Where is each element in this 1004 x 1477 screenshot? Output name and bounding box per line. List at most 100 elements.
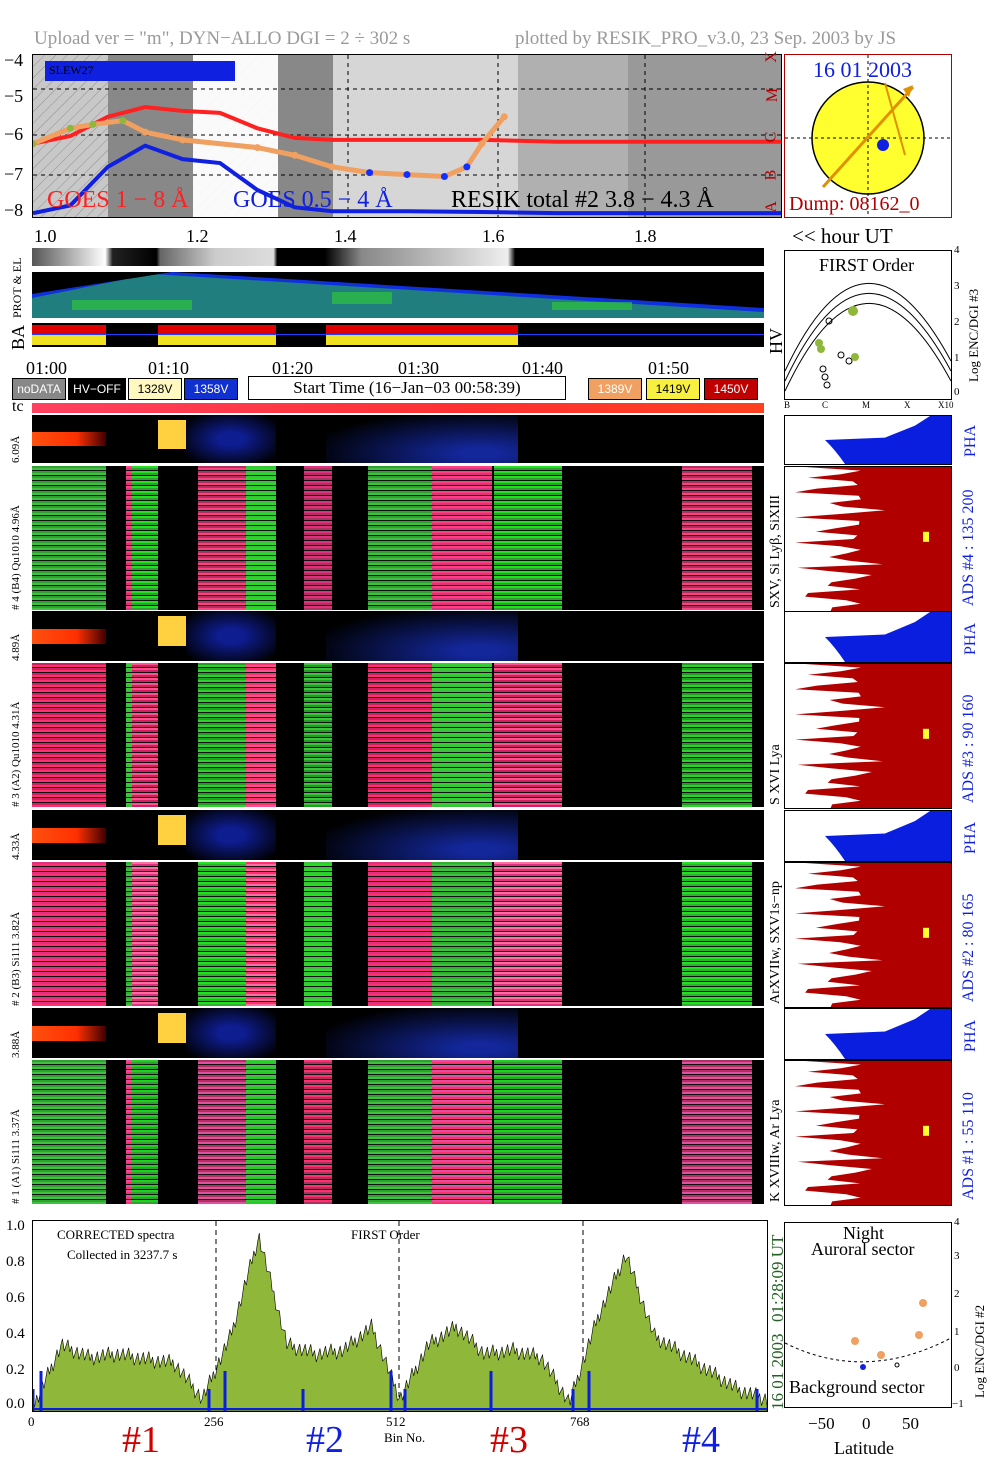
spectrum-order: FIRST Order xyxy=(351,1227,420,1242)
hour-tick: 1.4 xyxy=(334,226,357,246)
pha-wavelength-label: 3.88Å xyxy=(10,1030,22,1058)
pha-wavelength-label: 4.89Å xyxy=(10,633,22,661)
voltage-1450-button[interactable]: 1450V xyxy=(704,378,758,400)
ads-histogram xyxy=(784,862,952,1008)
sun-position-panel: 16 01 2003 Dump: 08162_0 xyxy=(784,54,952,218)
resik-point xyxy=(141,128,149,136)
hour-tick: 1.6 xyxy=(482,226,505,246)
hv-off-button[interactable]: HV−OFF xyxy=(68,378,126,400)
spectrum-note: CORRECTED spectra xyxy=(57,1227,175,1242)
fo-xtick: C xyxy=(822,400,829,410)
goes-ytick: −6 xyxy=(4,124,24,144)
spec-ytick: 0.2 xyxy=(6,1362,25,1378)
voltage-1389-button[interactable]: 1389V xyxy=(588,378,642,400)
time-tick: 01:20 xyxy=(272,358,314,378)
dump-label: Dump: 08162_0 xyxy=(789,193,920,215)
channel-mark-1: #1 xyxy=(122,1419,160,1461)
pha-wavelength-label: 6.09Å xyxy=(10,435,22,463)
spectrum-panel: CORRECTED spectra Collected in 3237.7 s … xyxy=(32,1220,768,1412)
spec-xtick: 0 xyxy=(28,1414,35,1429)
orbit-ytick: 4 xyxy=(954,1216,960,1228)
channel-label: # 2 (B3) Si111 3.82Å xyxy=(10,911,22,1006)
spec-ytick: 0.8 xyxy=(6,1254,25,1270)
resik-point xyxy=(366,169,374,177)
resik-point xyxy=(253,144,261,152)
resik-point xyxy=(89,120,97,128)
goes-series-line-2 xyxy=(33,143,781,216)
flare-class-label: X xyxy=(762,51,780,63)
orbit-xtick: −50 xyxy=(808,1414,835,1433)
time-tick: 01:50 xyxy=(648,358,690,378)
spec-ytick: 1.0 xyxy=(6,1218,25,1234)
legend-resik: RESIK total #2 3.8 − 4.3 Å xyxy=(451,187,714,213)
orbit-panel: Night Auroral sector Background sector xyxy=(784,1222,952,1408)
start-time-box: Start Time (16−Jan−03 00:58:39) xyxy=(248,376,566,400)
ion-lines-label: SXV, Si Lyβ, SiXIII xyxy=(768,494,783,608)
nodata-button[interactable]: noDATA xyxy=(12,378,66,400)
time-tick: 01:00 xyxy=(26,358,68,378)
resik-point xyxy=(478,140,486,148)
tc-strip xyxy=(32,403,764,413)
flare-class-label: M xyxy=(764,87,782,103)
pha-histogram xyxy=(784,611,952,663)
fo-ytick: 4 xyxy=(954,244,960,256)
hour-axis-label: << hour UT xyxy=(792,224,893,248)
spec-xtick: 256 xyxy=(204,1414,224,1429)
first-order-ylabel: Log ENC/DGI #3 xyxy=(966,288,981,382)
channel-mark-2: #2 xyxy=(306,1419,344,1461)
time-tick: 01:30 xyxy=(398,358,440,378)
ads-label: ADS #4 : 135 200 xyxy=(960,489,977,606)
voltage-1328-button[interactable]: 1328V xyxy=(128,378,182,400)
pha-side-label: PHA xyxy=(962,424,979,457)
orbit-ytick: 0 xyxy=(954,1362,960,1374)
spec-ytick: 0.0 xyxy=(6,1396,25,1412)
channel-label: # 4 (B4) Qu1010 4.96Å xyxy=(10,505,22,610)
fo-ytick: 2 xyxy=(954,316,960,328)
resik-point xyxy=(403,171,411,179)
fo-ytick: 3 xyxy=(954,280,960,292)
first-order-title: FIRST Order xyxy=(819,255,915,275)
spectrum-chart xyxy=(33,1221,767,1411)
flare-class-label: B xyxy=(762,169,780,181)
time-tick: 01:10 xyxy=(148,358,190,378)
goes-ytick: −5 xyxy=(4,86,24,106)
prot-el-label: PROT & EL xyxy=(10,257,24,318)
goes-lightcurve-panel: SLEW27 GOES 1 − 8 Å GOES 0.5 − 4 Å RESIK… xyxy=(32,54,782,218)
goes-ytick: −8 xyxy=(4,200,24,220)
ads-label: ADS #3 : 90 160 xyxy=(960,694,977,803)
ion-lines-label: S XVI Lya xyxy=(768,744,783,805)
fo-xtick: X10 xyxy=(938,400,954,410)
spec-xtick: 512 xyxy=(386,1414,406,1429)
resik-point xyxy=(119,117,127,125)
voltage-1419-button[interactable]: 1419V xyxy=(646,378,700,400)
satellite-marker xyxy=(877,139,889,151)
pha-strip xyxy=(32,611,764,661)
channel-label: # 1 (A1) Si111 3.37Å xyxy=(10,1109,22,1204)
goes-ytick: −7 xyxy=(4,164,24,184)
goes-series-line-1 xyxy=(33,105,781,146)
time-tick: 01:40 xyxy=(522,358,564,378)
pha-histogram xyxy=(784,810,952,862)
channel-mark-3: #3 xyxy=(490,1419,528,1461)
resik-point xyxy=(328,163,336,171)
fo-xtick: M xyxy=(862,400,871,410)
spec-ytick: 0.4 xyxy=(6,1326,25,1342)
resik-point xyxy=(291,151,299,159)
slew-label: SLEW27 xyxy=(49,63,94,77)
resik-point xyxy=(440,173,448,180)
goes-lightcurve-chart xyxy=(33,55,781,217)
ads-label: ADS #2 : 80 165 xyxy=(960,893,977,1002)
night-label: Night xyxy=(843,1223,885,1243)
goes-ytick: −4 xyxy=(4,50,24,70)
ba-strip xyxy=(32,323,764,347)
pha-wavelength-label: 4.33Å xyxy=(10,832,22,860)
spectrogram-strip xyxy=(32,466,764,610)
pha-strip xyxy=(32,415,764,463)
fo-xtick: B xyxy=(784,400,791,410)
ads-histogram xyxy=(784,466,952,612)
header-left: Upload ver = "m", DYN−ALLO DGI = 2 ÷ 302… xyxy=(34,28,411,49)
orbit-ytick: 1 xyxy=(954,1326,960,1338)
ads-histogram xyxy=(784,1060,952,1206)
flare-class-label: A xyxy=(762,201,780,213)
voltage-1358-button[interactable]: 1358V xyxy=(184,378,238,400)
